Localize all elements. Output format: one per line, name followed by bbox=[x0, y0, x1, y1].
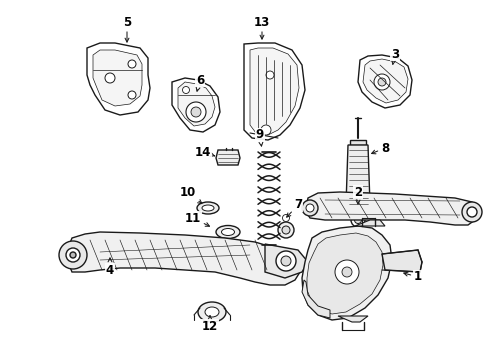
Polygon shape bbox=[337, 316, 367, 322]
Circle shape bbox=[265, 71, 273, 79]
Circle shape bbox=[302, 200, 318, 216]
Polygon shape bbox=[357, 55, 411, 108]
Circle shape bbox=[275, 251, 295, 271]
Polygon shape bbox=[264, 244, 307, 278]
Ellipse shape bbox=[215, 226, 240, 238]
Polygon shape bbox=[215, 150, 240, 165]
Polygon shape bbox=[304, 192, 477, 225]
Circle shape bbox=[191, 107, 200, 117]
Polygon shape bbox=[345, 145, 369, 205]
Ellipse shape bbox=[221, 228, 234, 236]
Text: 2: 2 bbox=[353, 186, 362, 204]
Circle shape bbox=[182, 86, 189, 94]
Text: 3: 3 bbox=[390, 47, 398, 64]
Circle shape bbox=[280, 256, 290, 266]
Polygon shape bbox=[93, 50, 142, 106]
Circle shape bbox=[128, 60, 136, 68]
Circle shape bbox=[341, 267, 351, 277]
Circle shape bbox=[350, 213, 364, 227]
Circle shape bbox=[305, 204, 313, 212]
Text: 1: 1 bbox=[403, 271, 421, 283]
Circle shape bbox=[281, 226, 289, 234]
Circle shape bbox=[70, 252, 76, 258]
Circle shape bbox=[354, 216, 361, 223]
Polygon shape bbox=[381, 250, 421, 272]
Circle shape bbox=[282, 215, 289, 221]
Circle shape bbox=[128, 91, 136, 99]
Text: 9: 9 bbox=[256, 129, 264, 146]
Circle shape bbox=[186, 102, 206, 122]
Ellipse shape bbox=[197, 202, 219, 214]
Polygon shape bbox=[172, 78, 220, 132]
Polygon shape bbox=[249, 48, 298, 135]
Ellipse shape bbox=[205, 307, 219, 317]
Circle shape bbox=[334, 260, 358, 284]
Circle shape bbox=[105, 73, 115, 83]
Circle shape bbox=[377, 78, 385, 86]
Polygon shape bbox=[87, 43, 150, 115]
Polygon shape bbox=[354, 220, 384, 226]
Text: 13: 13 bbox=[253, 15, 270, 39]
Polygon shape bbox=[349, 140, 365, 145]
Polygon shape bbox=[68, 232, 300, 285]
Text: 7: 7 bbox=[286, 198, 302, 217]
Text: 14: 14 bbox=[195, 146, 214, 159]
Circle shape bbox=[59, 241, 87, 269]
Circle shape bbox=[466, 207, 476, 217]
Polygon shape bbox=[340, 205, 374, 215]
Text: 11: 11 bbox=[184, 211, 209, 226]
Circle shape bbox=[277, 222, 293, 238]
Text: 8: 8 bbox=[371, 141, 388, 155]
Polygon shape bbox=[302, 226, 391, 320]
Circle shape bbox=[373, 74, 389, 90]
Circle shape bbox=[461, 202, 481, 222]
Ellipse shape bbox=[201, 205, 213, 211]
Polygon shape bbox=[362, 59, 407, 103]
Text: 10: 10 bbox=[180, 186, 201, 203]
Polygon shape bbox=[302, 280, 329, 318]
Text: 4: 4 bbox=[106, 258, 114, 277]
Circle shape bbox=[260, 125, 271, 135]
Polygon shape bbox=[178, 82, 214, 126]
Polygon shape bbox=[306, 233, 382, 314]
Text: 5: 5 bbox=[122, 15, 131, 42]
Text: 12: 12 bbox=[201, 316, 218, 332]
Polygon shape bbox=[243, 43, 304, 140]
Circle shape bbox=[66, 248, 80, 262]
Text: 6: 6 bbox=[196, 74, 204, 91]
Ellipse shape bbox=[197, 302, 226, 322]
